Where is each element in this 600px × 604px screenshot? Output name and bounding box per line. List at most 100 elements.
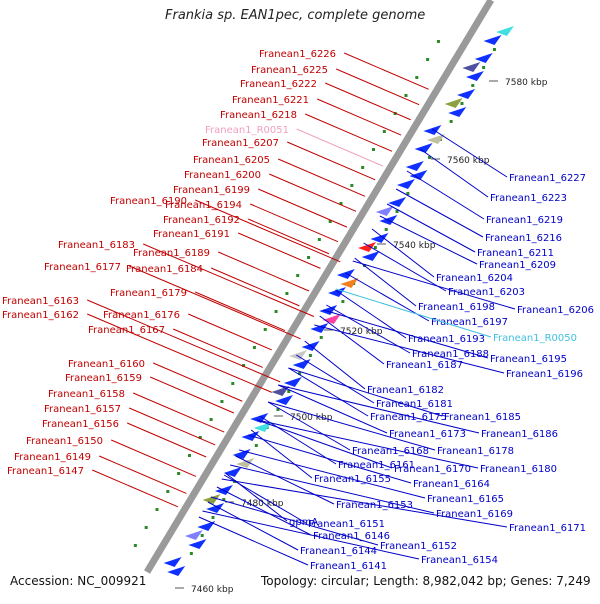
forward-gene-label: Franean1_6176 bbox=[103, 310, 180, 321]
reverse-gene-label: Franean1_6169 bbox=[436, 509, 513, 520]
forward-gene-label: Franean1_6190 bbox=[110, 196, 187, 207]
forward-gene-connector bbox=[238, 232, 321, 269]
scale-tick-label: 7460 kbp bbox=[191, 585, 234, 595]
reverse-gene-connector bbox=[363, 242, 447, 292]
reverse-gene-connector bbox=[207, 501, 299, 551]
reverse-gene-connector bbox=[296, 354, 375, 404]
reverse-gene-label: Franean1_6182 bbox=[367, 385, 444, 396]
reverse-gene-label: Franean1_6152 bbox=[380, 541, 457, 552]
track-marker bbox=[166, 490, 170, 493]
forward-gene-connector bbox=[218, 251, 310, 292]
reverse-gene-arrow bbox=[448, 107, 467, 117]
reverse-gene-connector bbox=[314, 324, 505, 374]
track-marker bbox=[222, 498, 226, 501]
forward-gene-label: Franean1_6225 bbox=[251, 65, 328, 76]
forward-gene-label: Franean1_6222 bbox=[240, 79, 317, 90]
track-marker bbox=[209, 418, 213, 421]
reverse-gene-connector bbox=[386, 203, 476, 253]
reverse-gene-label: Franean1_6186 bbox=[481, 429, 558, 440]
reverse-gene-connector bbox=[288, 367, 443, 417]
reverse-gene-label: Franean1_6196 bbox=[506, 369, 583, 380]
reverse-gene-connector bbox=[223, 474, 307, 524]
forward-gene-label: Franean1_6205 bbox=[193, 155, 270, 166]
scale-tick-label: 7520 kbp bbox=[340, 327, 383, 337]
forward-gene-label: Franean1_6159 bbox=[65, 373, 142, 384]
forward-gene-label: Franean1_6177 bbox=[44, 262, 121, 273]
genome-title: Frankia sp. EAN1pec, complete genome bbox=[165, 8, 426, 23]
forward-gene-label: Franean1_6160 bbox=[68, 359, 145, 370]
track-marker bbox=[287, 390, 291, 393]
track-marker bbox=[177, 472, 181, 475]
reverse-gene-label: Franean1_6168 bbox=[352, 446, 429, 457]
reverse-gene-arrow bbox=[405, 161, 424, 171]
forward-gene-connector bbox=[150, 376, 235, 414]
forward-gene-connector bbox=[143, 243, 315, 317]
track-marker bbox=[133, 544, 137, 547]
track-marker bbox=[328, 220, 332, 223]
track-marker bbox=[252, 346, 256, 349]
forward-gene-connector bbox=[336, 68, 420, 106]
forward-gene-label: Franean1_6156 bbox=[42, 419, 119, 430]
reverse-gene-arrow bbox=[223, 467, 242, 477]
reverse-gene-connector bbox=[259, 415, 337, 465]
reverse-gene-label: Franean1_6161 bbox=[338, 460, 415, 471]
forward-gene-label: Franean1_6158 bbox=[48, 389, 125, 400]
reverse-gene-label: Franean1_6164 bbox=[413, 479, 490, 490]
reverse-gene-label: Franean1_6181 bbox=[376, 399, 453, 410]
track-marker bbox=[317, 238, 321, 241]
track-marker bbox=[254, 444, 258, 447]
forward-gene-connector bbox=[111, 439, 197, 477]
reverse-gene-connector bbox=[352, 260, 516, 310]
reverse-gene-connector bbox=[278, 384, 480, 434]
track-marker bbox=[373, 246, 377, 249]
forward-gene-label: Franean1_6194 bbox=[165, 200, 242, 211]
reverse-gene-label: Franean1_6193 bbox=[408, 334, 485, 345]
forward-gene-label: Franean1_6167 bbox=[88, 325, 165, 336]
track-marker bbox=[155, 508, 159, 511]
forward-gene-connector bbox=[129, 265, 301, 340]
track-marker bbox=[449, 120, 453, 123]
forward-gene-label: Franean1_6199 bbox=[173, 185, 250, 196]
reverse-gene-arrow bbox=[336, 269, 355, 279]
forward-gene-connector bbox=[99, 455, 187, 494]
reverse-gene-connector bbox=[267, 401, 351, 451]
reverse-gene-arrow bbox=[289, 350, 308, 360]
reverse-gene-arrow bbox=[409, 170, 428, 180]
forward-gene-connector bbox=[250, 203, 339, 243]
scale-tick-label: 7500 kbp bbox=[290, 413, 333, 423]
reverse-gene-label: Franean1_6206 bbox=[517, 305, 594, 316]
forward-gene-connector bbox=[195, 291, 286, 332]
forward-gene-connector bbox=[296, 128, 384, 167]
reverse-gene-arrow bbox=[310, 323, 329, 333]
forward-gene-label: Franean1_6183 bbox=[58, 240, 135, 251]
track-marker bbox=[307, 256, 311, 259]
forward-gene-label: Franean1_6200 bbox=[184, 170, 261, 181]
reverse-gene-label: Franean1_6188 bbox=[412, 349, 489, 360]
track-marker bbox=[406, 192, 410, 195]
reverse-gene-connector bbox=[406, 170, 485, 220]
track-marker bbox=[319, 336, 323, 339]
track-marker bbox=[144, 526, 148, 529]
reverse-gene-label: Franean1_6216 bbox=[485, 233, 562, 244]
reverse-gene-label: Franean1_6171 bbox=[509, 523, 586, 534]
reverse-gene-label: gpmA bbox=[289, 517, 318, 528]
reverse-gene-arrow bbox=[197, 521, 216, 531]
forward-gene-connector bbox=[325, 82, 411, 121]
track-marker bbox=[404, 94, 408, 97]
reverse-gene-connector bbox=[225, 472, 288, 522]
reverse-gene-label: Franean1_6154 bbox=[421, 555, 498, 566]
reverse-gene-label: Franean1_6203 bbox=[448, 287, 525, 298]
reverse-gene-arrow bbox=[214, 485, 233, 495]
track-marker bbox=[231, 382, 235, 385]
track-marker bbox=[415, 76, 419, 79]
reverse-gene-connector bbox=[230, 464, 435, 514]
reverse-gene-connector bbox=[202, 510, 420, 560]
reverse-gene-arrow bbox=[163, 557, 182, 567]
reverse-gene-connector bbox=[216, 486, 312, 536]
reverse-gene-arrow bbox=[206, 503, 225, 513]
track-marker bbox=[242, 364, 246, 367]
reverse-gene-arrow bbox=[427, 134, 446, 144]
track-marker bbox=[427, 156, 431, 159]
reverse-gene-arrow bbox=[253, 422, 272, 432]
reverse-gene-connector bbox=[354, 257, 417, 307]
